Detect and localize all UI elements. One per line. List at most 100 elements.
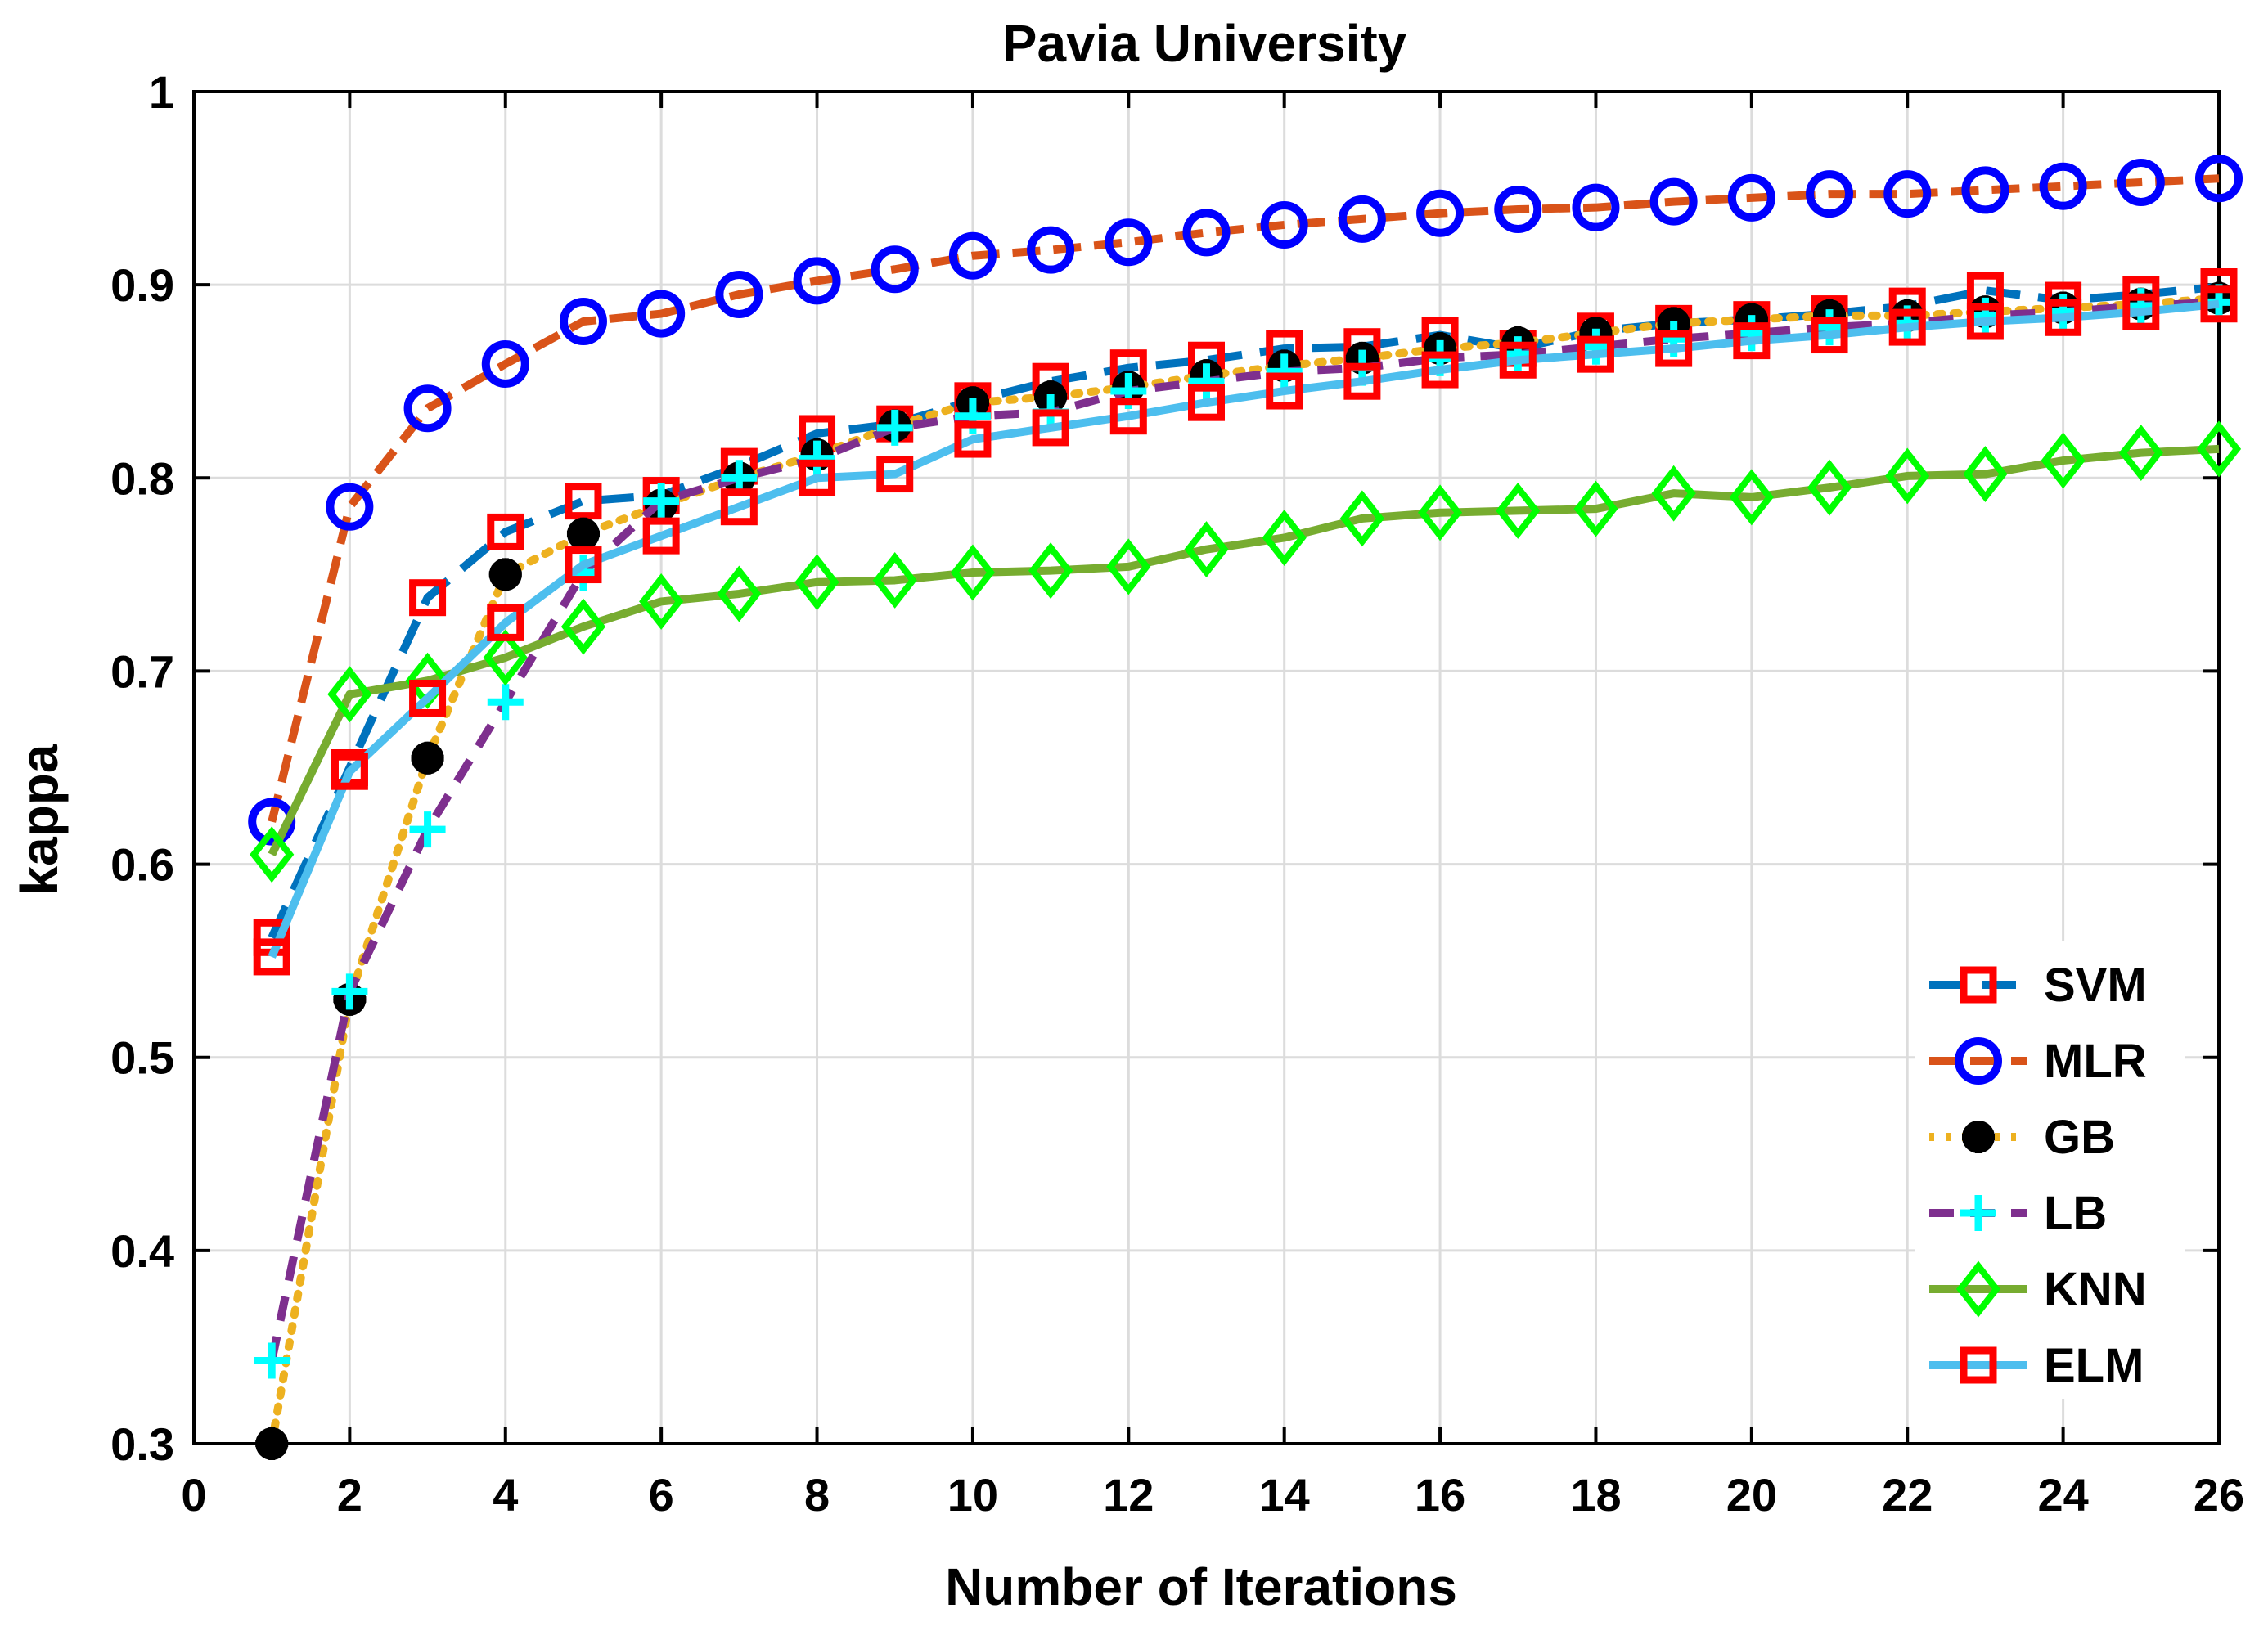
data-point-mlr <box>793 257 841 305</box>
legend-entry-knn: KNN <box>1929 1260 2147 1318</box>
data-point-elm <box>1188 384 1225 421</box>
data-point-knn <box>1963 446 2008 503</box>
data-point-mlr <box>481 339 529 388</box>
legend-entry-elm: ELM <box>1929 1339 2144 1392</box>
data-point-svm <box>487 513 524 550</box>
data-point-mlr <box>1572 183 1620 231</box>
data-point-mlr <box>637 290 686 338</box>
data-point-lb <box>643 483 680 519</box>
data-point-mlr <box>2195 155 2243 203</box>
data-point-lb <box>254 1342 290 1379</box>
data-point-elm <box>1343 362 1381 400</box>
data-point-knn <box>327 666 372 723</box>
data-point-elm <box>1577 335 1614 373</box>
data-point-lb <box>331 973 368 1010</box>
legend-entry-svm: SVM <box>1929 959 2147 1012</box>
data-point-elm <box>331 753 368 790</box>
data-point-elm <box>2122 293 2160 330</box>
data-point-elm <box>1499 341 1537 379</box>
x-tick-label: 4 <box>493 1469 518 1521</box>
data-point-knn <box>717 565 762 622</box>
x-tick-label: 22 <box>1882 1469 1933 1521</box>
legend-label: KNN <box>2044 1263 2147 1316</box>
data-point-svm <box>565 483 602 520</box>
data-point-knn <box>1339 490 1384 547</box>
data-point-knn <box>1807 459 1852 516</box>
legend-marker <box>1955 1260 2001 1318</box>
legend-marker <box>1960 1346 1997 1384</box>
data-point-mlr <box>1182 209 1231 257</box>
data-point-mlr <box>2117 158 2165 206</box>
x-tick-label: 8 <box>804 1469 830 1521</box>
data-point-mlr <box>1338 195 1386 243</box>
data-point-knn <box>872 551 917 609</box>
data-point-mlr <box>1105 218 1153 267</box>
data-point-elm <box>409 679 447 717</box>
legend-label: LB <box>2044 1187 2107 1240</box>
data-point-knn <box>560 598 606 655</box>
x-axis-label: Number of Iterations <box>945 1557 1457 1616</box>
data-point-mlr <box>1727 173 1775 222</box>
data-point-mlr <box>948 231 997 280</box>
series-elm <box>253 285 2238 976</box>
data-point-elm <box>565 546 602 584</box>
data-point-elm <box>799 459 836 496</box>
data-point-knn <box>2041 432 2086 489</box>
data-point-elm <box>253 938 290 976</box>
x-tick-label: 12 <box>1103 1469 1154 1521</box>
data-point-elm <box>1109 398 1147 435</box>
x-tick-label: 26 <box>2194 1469 2244 1521</box>
legend-marker <box>1960 966 1997 1004</box>
data-point-elm <box>1266 372 1303 410</box>
data-point-mlr <box>326 483 374 531</box>
data-point-elm <box>1888 308 1926 346</box>
data-point-svm <box>409 579 447 617</box>
data-point-elm <box>487 604 524 641</box>
data-point-knn <box>1496 482 1541 539</box>
x-tick-label: 6 <box>649 1469 674 1521</box>
x-tick-label: 24 <box>2037 1469 2088 1521</box>
data-point-mlr <box>1260 200 1308 249</box>
data-point-elm <box>1655 330 1693 367</box>
legend-entry-gb: GB <box>1929 1111 2115 1164</box>
data-point-knn <box>1417 484 1463 541</box>
legend-box <box>1915 941 2185 1399</box>
data-point-mlr <box>1883 170 1932 218</box>
y-tick-label: 0.3 <box>110 1418 174 1470</box>
data-point-elm <box>1032 409 1069 447</box>
legend-label: GB <box>2044 1111 2115 1164</box>
data-point-elm <box>1733 322 1771 360</box>
data-point-elm <box>2045 299 2082 336</box>
axes-box <box>192 90 2221 1445</box>
data-point-mlr <box>871 245 919 294</box>
data-point-knn <box>2118 425 2163 482</box>
y-tick-label: 0.9 <box>110 259 174 311</box>
data-point-lb <box>799 440 835 477</box>
data-point-mlr <box>403 384 452 433</box>
data-point-elm <box>2200 285 2238 323</box>
data-point-mlr <box>1806 170 1854 218</box>
series-mlr <box>248 155 2243 846</box>
data-point-mlr <box>1649 177 1698 226</box>
data-point-knn <box>1573 480 1618 537</box>
data-point-mlr <box>1027 226 1075 274</box>
data-point-knn <box>1106 538 1151 595</box>
data-point-gb <box>411 741 444 775</box>
y-tick-label: 0.6 <box>110 839 174 891</box>
data-point-lb <box>1266 353 1303 390</box>
data-point-elm <box>642 517 680 555</box>
x-tick-label: 16 <box>1415 1469 1465 1521</box>
data-point-gb <box>488 558 522 591</box>
legend-label: MLR <box>2044 1035 2147 1088</box>
legend-label: ELM <box>2044 1339 2144 1392</box>
axis-ticks: 0 2 4 6 8 10 12 14 16 18 20 22 24 260.30.40.50.60.70.… <box>110 66 2244 1521</box>
x-tick-label: 2 <box>337 1469 362 1521</box>
data-point-gb <box>566 517 600 550</box>
y-tick-label: 0.4 <box>110 1225 174 1277</box>
legend-marker <box>1962 1121 1995 1153</box>
legend-marker <box>1955 1037 2002 1085</box>
data-point-mlr <box>2039 162 2087 210</box>
data-point-lb <box>876 409 913 446</box>
x-tick-label: 0 <box>181 1469 206 1521</box>
